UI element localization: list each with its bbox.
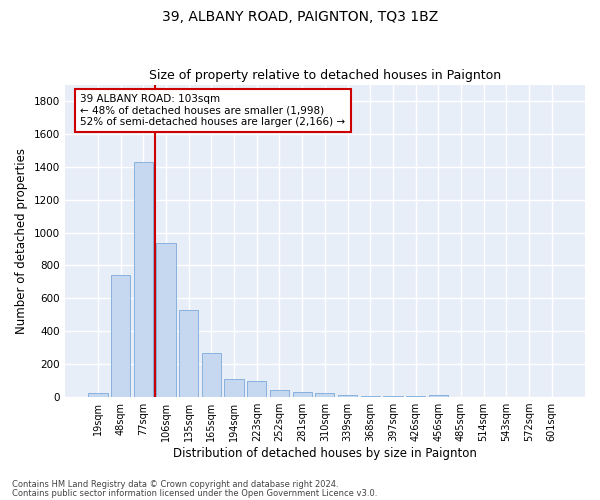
Bar [88, 393, 107, 397]
Bar [293, 392, 312, 397]
Text: Contains HM Land Registry data © Crown copyright and database right 2024.: Contains HM Land Registry data © Crown c… [12, 480, 338, 489]
Bar [157, 244, 176, 397]
Text: 39, ALBANY ROAD, PAIGNTON, TQ3 1BZ: 39, ALBANY ROAD, PAIGNTON, TQ3 1BZ [162, 10, 438, 24]
Bar [224, 379, 244, 397]
Title: Size of property relative to detached houses in Paignton: Size of property relative to detached ho… [149, 69, 501, 82]
Bar [383, 396, 403, 397]
Bar [428, 395, 448, 397]
Bar [179, 310, 199, 397]
Bar [134, 162, 153, 397]
Bar [315, 394, 334, 397]
Bar [202, 352, 221, 397]
Text: 39 ALBANY ROAD: 103sqm
← 48% of detached houses are smaller (1,998)
52% of semi-: 39 ALBANY ROAD: 103sqm ← 48% of detached… [80, 94, 346, 127]
Bar [111, 276, 130, 397]
Bar [270, 390, 289, 397]
Bar [338, 395, 357, 397]
Bar [406, 396, 425, 397]
X-axis label: Distribution of detached houses by size in Paignton: Distribution of detached houses by size … [173, 447, 477, 460]
Bar [361, 396, 380, 397]
Text: Contains public sector information licensed under the Open Government Licence v3: Contains public sector information licen… [12, 488, 377, 498]
Y-axis label: Number of detached properties: Number of detached properties [15, 148, 28, 334]
Bar [247, 380, 266, 397]
